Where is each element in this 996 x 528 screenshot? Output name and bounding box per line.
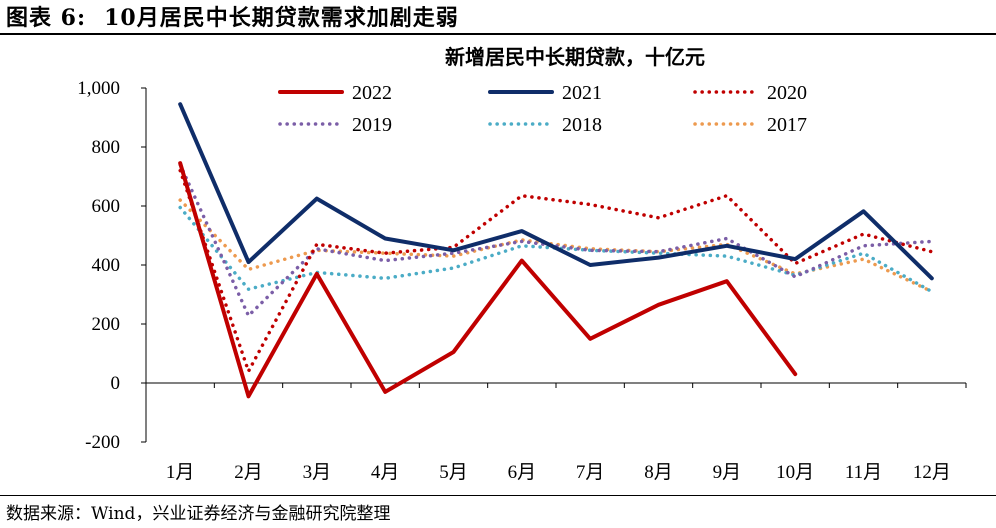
x-tick-label: 1月 bbox=[166, 462, 195, 483]
x-tick-label: 11月 bbox=[845, 462, 882, 483]
series-line-2021 bbox=[178, 102, 934, 281]
y-tick-label: 400 bbox=[92, 255, 121, 276]
source-rule bbox=[0, 495, 996, 496]
chart-title: 新增居民中长期贷款，十亿元 bbox=[445, 45, 705, 69]
figure-label: 图表 6: bbox=[6, 5, 87, 31]
x-tick-label: 4月 bbox=[371, 462, 400, 483]
legend-label-2017: 2017 bbox=[767, 114, 807, 136]
y-tick-label: 600 bbox=[92, 196, 121, 217]
axes: -200 0 200 400 600 800 1,000 1月 2月 3月 4月 5月 6月 7月 8月 9月… bbox=[77, 78, 967, 483]
x-tick-label: 5月 bbox=[439, 462, 468, 483]
y-tick-label: -200 bbox=[85, 432, 120, 453]
legend-label-2020: 2020 bbox=[767, 82, 807, 104]
y-tick-label: 1,000 bbox=[77, 78, 120, 99]
x-tick-label: 3月 bbox=[303, 462, 332, 483]
series-line-2020 bbox=[178, 168, 934, 373]
x-tick-label: 6月 bbox=[508, 462, 537, 483]
figure-title: 10月居民中长期贷款需求加剧走弱 bbox=[104, 5, 459, 31]
series-lines bbox=[178, 102, 934, 399]
legend-label-2019: 2019 bbox=[352, 114, 392, 136]
x-tick-label: 12月 bbox=[913, 462, 951, 483]
legend-label-2021: 2021 bbox=[562, 82, 602, 104]
y-tick-label: 0 bbox=[111, 373, 121, 394]
x-tick-label: 2月 bbox=[234, 462, 263, 483]
x-tick-label: 9月 bbox=[713, 462, 742, 483]
legend-label-2022: 2022 bbox=[352, 82, 392, 104]
title-rule bbox=[0, 33, 996, 35]
figure-title-row: 图表 6: 10月居民中长期贷款需求加剧走弱 bbox=[6, 0, 459, 32]
series-line-2022 bbox=[178, 161, 798, 399]
line-chart: 新增居民中长期贷款，十亿元 -200 0 200 400 600 800 1,000 1月 2月… bbox=[77, 45, 967, 483]
y-tick-label: 800 bbox=[92, 137, 121, 158]
x-tick-label: 8月 bbox=[644, 462, 673, 483]
x-tick-label: 10月 bbox=[776, 462, 814, 483]
legend-label-2018: 2018 bbox=[562, 114, 602, 136]
x-tick-label: 7月 bbox=[576, 462, 605, 483]
y-tick-label: 200 bbox=[92, 314, 121, 335]
source-note: 数据来源：Wind，兴业证券经济与金融研究院整理 bbox=[6, 504, 391, 524]
legend: 2022 2021 2020 2019 2018 2017 bbox=[278, 82, 807, 136]
